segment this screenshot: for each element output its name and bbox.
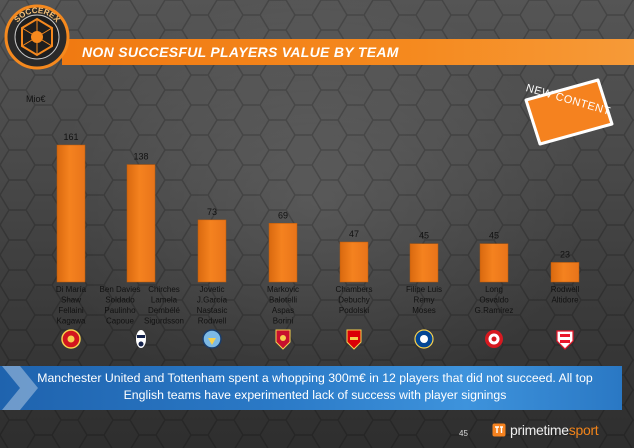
player-names-1-1: Chirches Lamela Dembélé Sigurdsson	[144, 285, 184, 326]
brand-icon	[492, 423, 506, 437]
player-names-7-0: Rodwell Altidore	[551, 285, 580, 305]
page-number: 45	[459, 429, 468, 438]
value-label-0: 161	[63, 132, 78, 142]
bar-3	[268, 223, 298, 283]
value-label-7: 23	[560, 249, 570, 259]
brand-name: primetime	[510, 422, 569, 438]
player-names-0-0: Di María Shaw Fellaini Kagawa	[56, 285, 87, 326]
brand-accent: sport	[568, 422, 599, 438]
man-city-crest-icon	[202, 329, 222, 349]
chelsea-crest-icon	[414, 329, 434, 349]
value-label-6: 45	[489, 231, 499, 241]
new-content-badge: NEW CONTENT	[520, 78, 616, 148]
value-label-5: 45	[419, 231, 429, 241]
summary-banner: Manchester United and Tottenham spent a …	[0, 366, 622, 410]
player-names-6-0: Long Osvaldo G.Ramírez	[475, 285, 514, 315]
soccerex-logo: SOCCEREX	[4, 4, 70, 70]
value-label-3: 69	[278, 210, 288, 220]
primetime-sport-logo: primetime sport	[492, 422, 599, 438]
man-utd-crest-icon	[61, 329, 81, 349]
page-title: NON SUCCESFUL PLAYERS VALUE BY TEAM	[82, 44, 399, 60]
player-names-4-0: Chambers Debuchy Podolski	[336, 285, 373, 315]
sunderland-crest-icon	[556, 330, 574, 350]
southampton-crest-icon	[485, 330, 503, 348]
bar-5	[409, 243, 439, 283]
bar-4	[339, 241, 369, 283]
tottenham-crest-icon	[136, 330, 146, 348]
bar-0	[56, 144, 86, 283]
chevron-right-icon	[2, 366, 38, 410]
value-label-4: 47	[349, 229, 359, 239]
value-label-1: 138	[133, 152, 148, 162]
bar-6	[479, 243, 509, 283]
bar-7	[550, 262, 580, 283]
title-bar: NON SUCCESFUL PLAYERS VALUE BY TEAM	[62, 39, 634, 65]
value-label-2: 73	[207, 207, 217, 217]
y-axis-unit-label: Mio€	[26, 94, 46, 104]
arsenal-crest-icon	[346, 329, 362, 350]
player-names-5-0: Filipe Luis Remy Moses	[406, 285, 442, 315]
liverpool-crest-icon	[275, 329, 291, 350]
player-names-2-0: Jovetic J.García Nastasic Rodwell	[197, 285, 228, 326]
bar-2	[197, 219, 227, 283]
player-names-1-0: Ben Davies Soldado Paulinho Capoue	[100, 285, 141, 326]
banner-text: Manchester United and Tottenham spent a …	[37, 371, 593, 402]
bar-1	[126, 164, 156, 283]
player-names-3-0: Markovic Balotelli Aspas Borini	[267, 285, 299, 326]
